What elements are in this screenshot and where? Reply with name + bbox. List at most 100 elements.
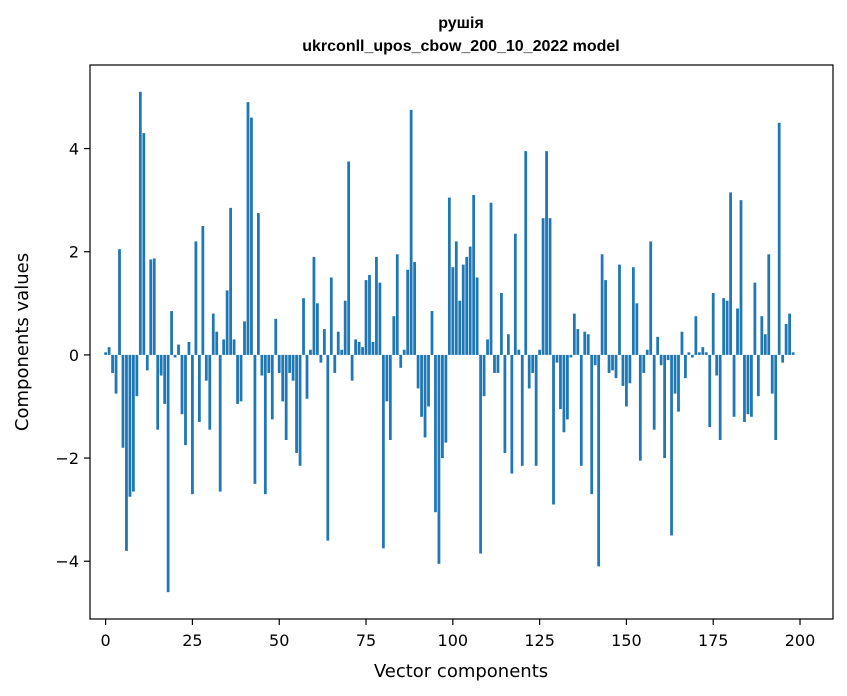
bar (298, 354, 302, 466)
bar (152, 258, 156, 355)
bar (722, 298, 726, 355)
bar (725, 300, 729, 355)
bar (770, 354, 774, 394)
bar (243, 321, 246, 355)
bar (145, 354, 149, 371)
bar (715, 354, 719, 376)
bar (142, 133, 146, 355)
bar (691, 354, 694, 358)
bar (305, 354, 309, 399)
bar (753, 282, 757, 355)
bar (357, 342, 361, 355)
bar (475, 277, 479, 355)
bar (343, 300, 347, 355)
bar (284, 354, 288, 441)
bar (250, 117, 253, 355)
bar (670, 354, 673, 536)
bar (295, 354, 298, 453)
bar (656, 336, 660, 355)
bar (590, 354, 594, 495)
bar (503, 354, 507, 453)
bar (322, 329, 326, 355)
bar (486, 339, 489, 355)
chart-title: рушія (438, 15, 484, 32)
bar (350, 354, 354, 381)
bar (652, 354, 656, 430)
bar (736, 308, 739, 355)
bar (368, 274, 371, 355)
bar (625, 354, 628, 407)
bar (489, 202, 493, 355)
bar (791, 352, 795, 355)
bar (253, 354, 257, 484)
bar (125, 354, 128, 551)
x-tick-label: 25 (182, 631, 202, 650)
bar (173, 354, 177, 358)
bar (156, 354, 160, 430)
bar (416, 354, 420, 389)
bar (756, 354, 760, 397)
bar (361, 347, 364, 355)
bar (187, 342, 191, 355)
bar (555, 354, 559, 363)
bar (701, 347, 705, 355)
bar (513, 233, 517, 355)
bar (111, 354, 114, 373)
bar (319, 354, 323, 363)
bar (711, 293, 715, 355)
bar (562, 354, 566, 433)
bar (743, 354, 746, 422)
bar (413, 262, 417, 355)
bar (566, 354, 569, 420)
y-tick-label: 4 (69, 140, 79, 159)
bar (694, 316, 698, 355)
bar (423, 354, 427, 438)
bar (444, 354, 448, 443)
bar (135, 354, 139, 397)
bar (257, 213, 260, 355)
x-tick-label: 200 (785, 631, 816, 650)
bar (375, 256, 378, 355)
bar (718, 354, 722, 441)
chart-subtitle: ukrconll_upos_cbow_200_10_2022 model (302, 38, 619, 55)
y-tick-label: −2 (55, 449, 79, 468)
bar (614, 354, 618, 379)
bar (506, 334, 510, 355)
bar (274, 318, 278, 355)
bar (607, 354, 611, 373)
bar (572, 313, 576, 355)
bar (774, 354, 778, 441)
plot-frame (89, 64, 834, 620)
bar (750, 354, 753, 417)
bar (163, 354, 167, 404)
bar (447, 197, 451, 355)
bar (604, 280, 607, 355)
bar (180, 354, 184, 415)
bar (260, 354, 264, 376)
bar (309, 349, 312, 355)
bar (114, 354, 118, 394)
bar (211, 313, 215, 355)
bar (461, 264, 465, 355)
bar (177, 344, 180, 355)
bar (677, 354, 680, 412)
y-axis-label: Components values (12, 253, 33, 431)
bar (746, 354, 750, 415)
bar (638, 354, 642, 461)
bar (406, 269, 410, 355)
bar (326, 354, 330, 541)
bar (409, 109, 413, 355)
bars-group (104, 91, 795, 593)
bar (472, 194, 476, 355)
bar (631, 267, 635, 355)
bar (402, 349, 406, 355)
bar (593, 354, 597, 366)
bar (493, 354, 496, 373)
bar (170, 311, 173, 355)
x-tick-label: 100 (438, 631, 469, 650)
bar (302, 298, 305, 355)
bar (708, 354, 712, 428)
y-tick-label: −4 (55, 552, 79, 571)
x-axis-label: Vector components (374, 661, 548, 682)
